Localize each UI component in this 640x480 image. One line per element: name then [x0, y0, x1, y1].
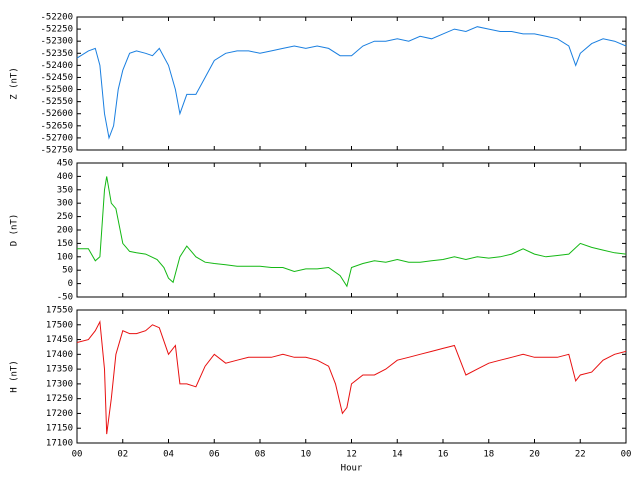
y-tick-label: 17500 [46, 320, 73, 330]
y-tick-label: 300 [57, 199, 73, 209]
y-tick-label: 250 [57, 212, 73, 222]
y-tick-label: 17450 [46, 335, 73, 345]
y-tick-label: -52750 [40, 146, 73, 156]
plot-frame [76, 309, 627, 444]
y-tick-label: 100 [57, 252, 73, 262]
x-axis-label: Hour [341, 464, 363, 474]
x-tick-label: 20 [529, 450, 540, 460]
y-tick-label: -52250 [40, 25, 73, 35]
x-tick-label: 06 [209, 450, 220, 460]
x-tick-label: 18 [483, 450, 494, 460]
y-tick-label: -52400 [40, 61, 73, 71]
y-tick-label: 450 [57, 159, 73, 169]
x-tick-label: 16 [438, 450, 449, 460]
y-tick-label: 17150 [46, 424, 73, 434]
data-line [77, 176, 627, 288]
y-tick-label: -52550 [40, 97, 73, 107]
y-tick-label: 17100 [46, 439, 73, 449]
plot-frame [76, 162, 627, 298]
y-tick-label: -52200 [40, 13, 73, 23]
y-tick-label: 17200 [46, 409, 73, 419]
y-tick-label: -52650 [40, 121, 73, 131]
y-tick-label: 0 [68, 279, 73, 289]
y-tick-label: 17400 [46, 350, 73, 360]
y-axis-label: D (nT) [10, 214, 20, 247]
y-tick-label: 400 [57, 172, 73, 182]
y-tick-label: 50 [62, 266, 73, 276]
x-tick-label: 22 [575, 450, 586, 460]
y-tick-label: 17300 [46, 379, 73, 389]
y-tick-label: -52500 [40, 85, 73, 95]
data-line [76, 320, 627, 435]
x-tick-label: 00 [72, 450, 83, 460]
y-tick-label: 17250 [46, 394, 73, 404]
x-tick-label: 12 [346, 450, 357, 460]
y-tick-label: 150 [57, 239, 73, 249]
x-tick-label: 04 [163, 450, 174, 460]
y-tick-label: -52300 [40, 37, 73, 47]
y-tick-label: -50 [57, 293, 73, 303]
x-tick-label: 02 [117, 450, 128, 460]
data-line [76, 26, 627, 140]
x-tick-label: 10 [300, 450, 311, 460]
y-tick-label: 200 [57, 226, 73, 236]
y-tick-label: -52700 [40, 133, 73, 143]
y-axis-label: H (nT) [10, 360, 20, 393]
plot-frame [76, 16, 627, 151]
x-tick-label: 08 [255, 450, 266, 460]
y-tick-label: 17550 [46, 306, 73, 316]
y-tick-label: -52600 [40, 109, 73, 119]
y-tick-label: 350 [57, 185, 73, 195]
x-tick-label: 14 [392, 450, 403, 460]
y-tick-label: -52450 [40, 73, 73, 83]
y-axis-label: Z (nT) [10, 67, 20, 100]
y-tick-label: -52350 [40, 49, 73, 59]
y-tick-label: 17350 [46, 365, 73, 375]
x-tick-label: 00 [621, 450, 632, 460]
